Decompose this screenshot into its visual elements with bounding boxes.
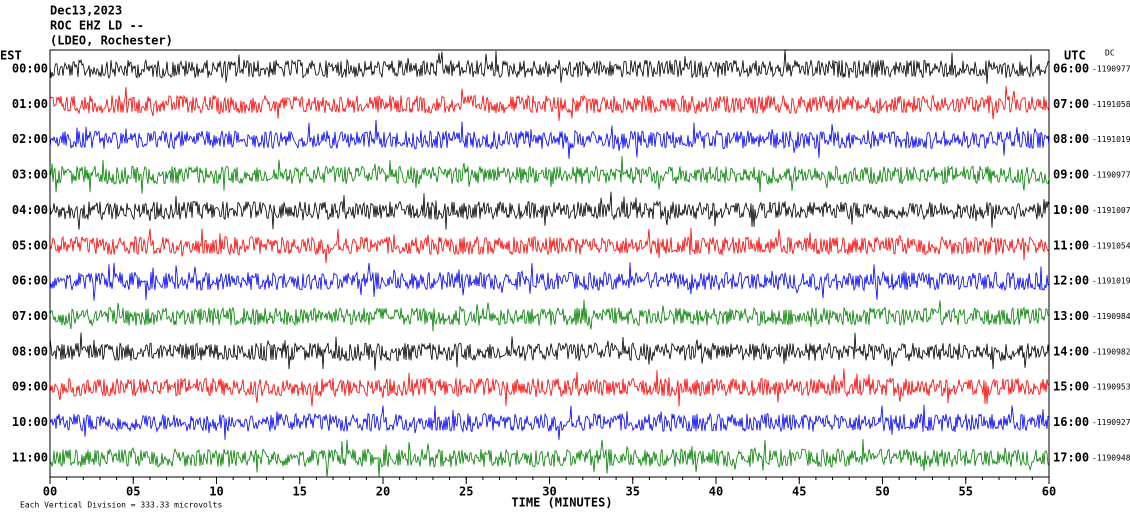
- footnote: Each Vertical Division = 333.33 microvol…: [20, 501, 222, 510]
- utc-label: 07:00: [1053, 97, 1089, 111]
- est-label: 09:00: [12, 380, 48, 394]
- est-label: 04:00: [12, 203, 48, 217]
- trace: [49, 332, 1050, 371]
- utc-label: 13:00: [1053, 309, 1089, 323]
- est-label: 06:00: [12, 274, 48, 288]
- dc-value: -1190948: [1092, 453, 1130, 462]
- trace: [49, 262, 1050, 301]
- traces: [49, 49, 1050, 478]
- dc-value: -1191019: [1092, 135, 1130, 144]
- trace: [49, 299, 1050, 332]
- x-tick-label: 20: [376, 485, 390, 499]
- header-line: (LDEO, Rochester): [50, 34, 173, 48]
- trace: [49, 119, 1050, 159]
- trace: [49, 368, 1050, 407]
- dc-value: -1191007: [1092, 206, 1130, 215]
- dc-value: -1191019: [1092, 277, 1130, 286]
- x-axis-label: TIME (MINUTES): [511, 496, 612, 510]
- utc-label: 08:00: [1053, 132, 1089, 146]
- est-label: 02:00: [12, 132, 48, 146]
- est-label: 05:00: [12, 238, 48, 252]
- x-tick-label: 45: [792, 485, 806, 499]
- dc-value: -1190927: [1092, 418, 1130, 427]
- dc-value: -1190953: [1092, 383, 1130, 392]
- est-label: 00:00: [12, 62, 48, 76]
- dc-value: -1190982: [1092, 347, 1130, 356]
- est-label: 07:00: [12, 309, 48, 323]
- trace: [49, 86, 1050, 121]
- est-label: 03:00: [12, 168, 48, 182]
- header-line: ROC EHZ LD --: [50, 19, 144, 33]
- est-label: 08:00: [12, 344, 48, 358]
- dc-value: -1191054: [1092, 241, 1130, 250]
- x-tick-label: 55: [959, 485, 973, 499]
- dc-value: -1190984: [1092, 312, 1130, 321]
- dc-value: -1190977: [1092, 65, 1130, 74]
- plot-frame: [49, 49, 1050, 478]
- est-label: 01:00: [12, 97, 48, 111]
- utc-label: 17:00: [1053, 450, 1089, 464]
- utc-label: 09:00: [1053, 168, 1089, 182]
- header-line: Dec13,2023: [50, 4, 122, 18]
- x-tick-label: 30: [542, 485, 556, 499]
- utc-label: 15:00: [1053, 380, 1089, 394]
- utc-label: 12:00: [1053, 274, 1089, 288]
- x-tick-label: 00: [43, 485, 57, 499]
- right-label: UTC: [1064, 49, 1086, 63]
- x-tick-label: 05: [126, 485, 140, 499]
- dc-label: DC: [1105, 49, 1115, 58]
- utc-label: 16:00: [1053, 415, 1089, 429]
- left-label: EST: [0, 49, 22, 63]
- x-tick-label: 10: [209, 485, 223, 499]
- x-tick-label: 15: [293, 485, 307, 499]
- x-tick-label: 50: [875, 485, 889, 499]
- dc-value: -1190977: [1092, 171, 1130, 180]
- x-tick-label: 40: [709, 485, 723, 499]
- x-tick-label: 25: [459, 485, 473, 499]
- utc-label: 14:00: [1053, 344, 1089, 358]
- x-tick-label: 35: [626, 485, 640, 499]
- trace: [49, 227, 1050, 264]
- utc-label: 10:00: [1053, 203, 1089, 217]
- utc-label: 11:00: [1053, 238, 1089, 252]
- trace: [49, 439, 1050, 478]
- x-tick-label: 60: [1042, 485, 1056, 499]
- est-label: 10:00: [12, 415, 48, 429]
- trace: [49, 155, 1050, 194]
- est-label: 11:00: [12, 450, 48, 464]
- trace: [49, 191, 1050, 230]
- trace: [49, 49, 1050, 84]
- trace: [49, 404, 1050, 440]
- utc-label: 06:00: [1053, 62, 1089, 76]
- dc-value: -1191058: [1092, 100, 1130, 109]
